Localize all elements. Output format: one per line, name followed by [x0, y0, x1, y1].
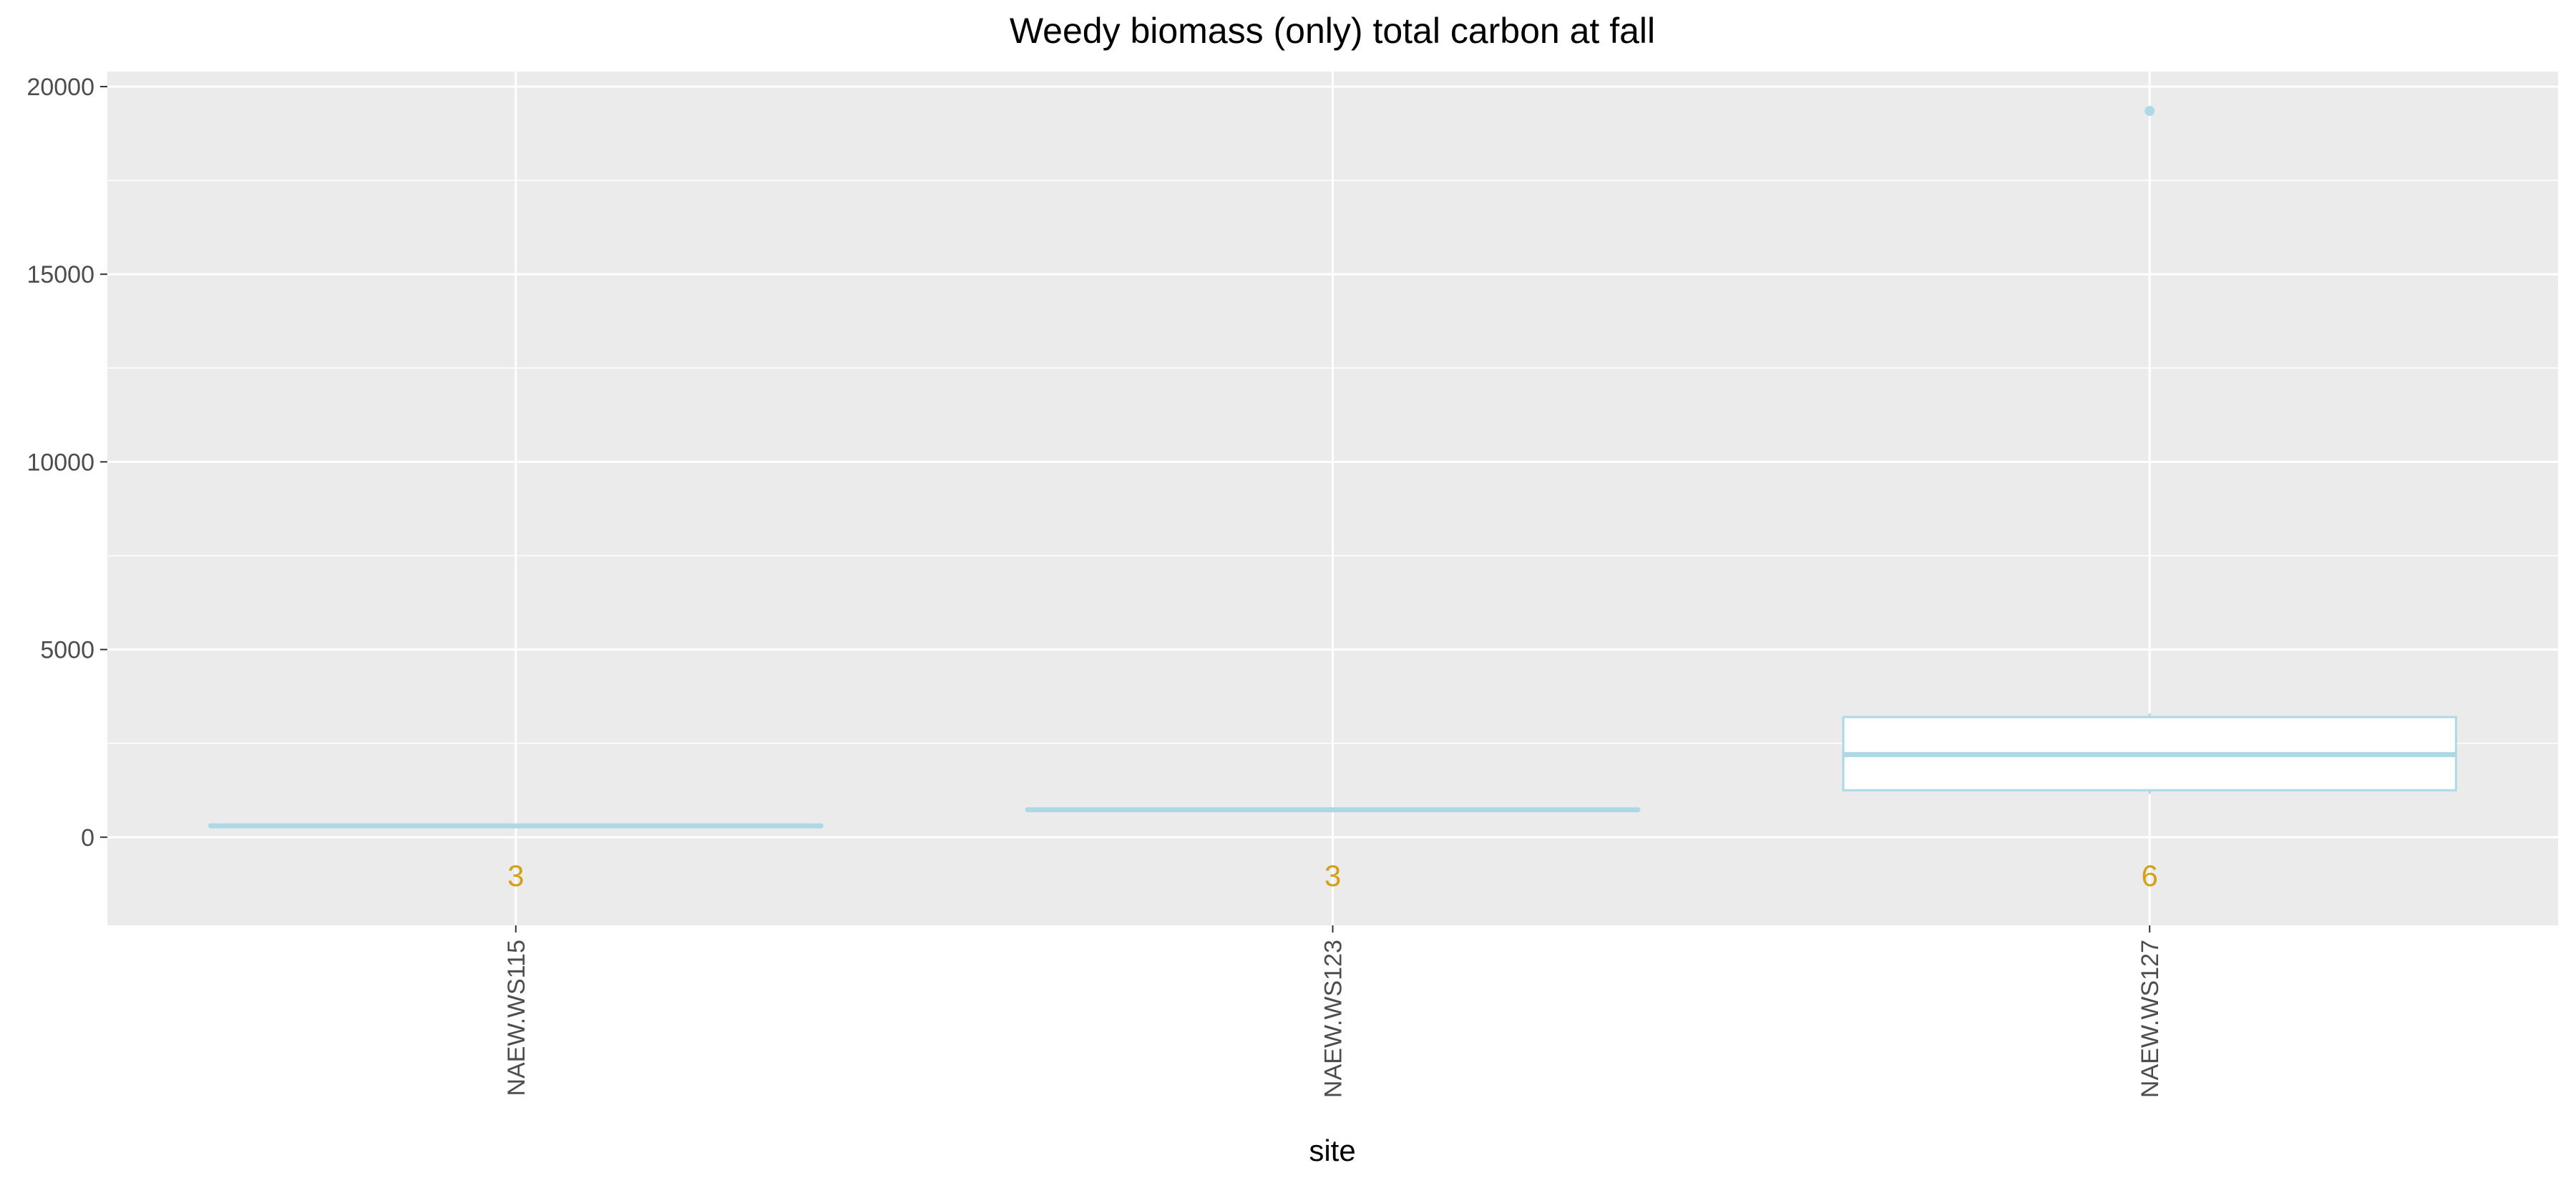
x-axis: NAEW.WS115 NAEW.WS123 NAEW.WS127 [503, 925, 2164, 1098]
box-NAEW.WS127 [1842, 106, 2457, 794]
y-tick-label: 20000 [26, 74, 94, 101]
boxes [208, 106, 2457, 829]
box-NAEW.WS123 [1025, 807, 1641, 812]
x-tick-label: NAEW.WS115 [503, 940, 530, 1096]
y-tick-label: 10000 [26, 449, 94, 476]
count-label: 3 [507, 859, 524, 892]
y-tick-label: 5000 [40, 637, 94, 664]
outlier-point [2145, 106, 2155, 117]
count-labels: 3 3 6 [507, 859, 2158, 892]
y-tick-label: 0 [81, 824, 94, 852]
count-label: 6 [2141, 859, 2157, 892]
y-axis: 0 5000 10000 15000 20000 [26, 74, 107, 852]
y-tick-label: 15000 [26, 261, 94, 288]
box-NAEW.WS115 [208, 823, 824, 829]
chart-title: Weedy biomass (only) total carbon at fal… [1010, 11, 1655, 51]
grid-lines [107, 72, 2558, 925]
count-label: 3 [1324, 859, 1341, 892]
x-tick-label: NAEW.WS123 [1320, 940, 1347, 1098]
x-axis-label: site [1309, 1134, 1355, 1167]
x-tick-label: NAEW.WS127 [2137, 940, 2164, 1098]
